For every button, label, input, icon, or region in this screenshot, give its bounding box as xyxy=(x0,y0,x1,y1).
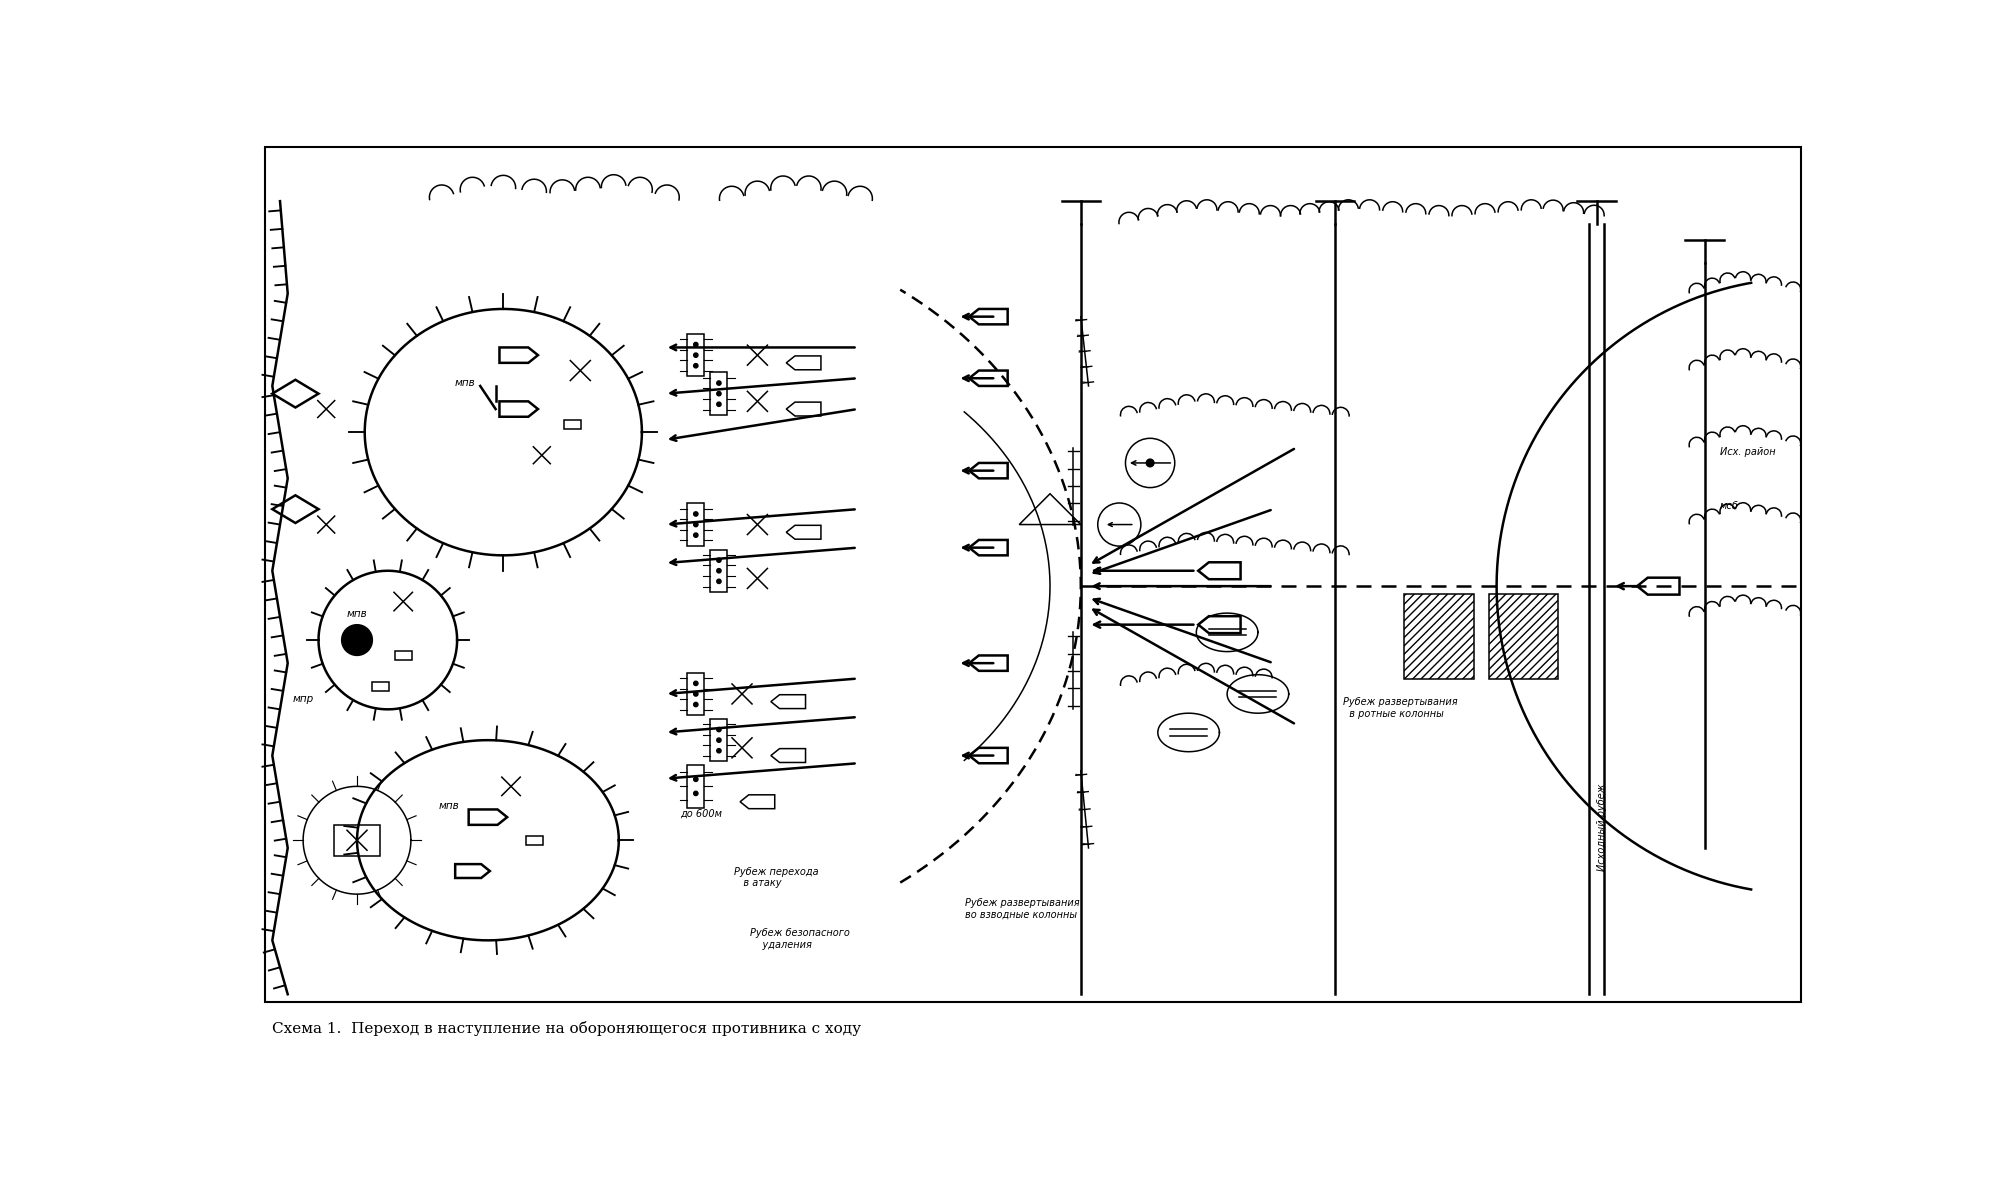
Bar xyxy=(687,503,705,546)
Text: мпв: мпв xyxy=(455,378,475,388)
Circle shape xyxy=(717,728,721,731)
Bar xyxy=(526,835,542,845)
Text: Исх. район: Исх. район xyxy=(1720,447,1774,458)
Bar xyxy=(711,719,727,761)
Circle shape xyxy=(717,381,721,385)
Text: Рубеж перехода
   в атаку: Рубеж перехода в атаку xyxy=(733,866,818,888)
Circle shape xyxy=(717,569,721,572)
Text: Исходный рубеж: Исходный рубеж xyxy=(1595,784,1605,871)
Circle shape xyxy=(693,703,697,706)
Text: мпв: мпв xyxy=(346,609,367,619)
Circle shape xyxy=(693,533,697,538)
Circle shape xyxy=(693,363,697,368)
Bar xyxy=(1404,594,1472,679)
Circle shape xyxy=(693,791,697,796)
Circle shape xyxy=(693,343,697,347)
Circle shape xyxy=(693,511,697,516)
Text: Рубеж развертывания
во взводные колонны: Рубеж развертывания во взводные колонны xyxy=(965,897,1080,919)
Bar xyxy=(687,765,705,808)
Bar xyxy=(711,550,727,592)
Text: Рубеж развертывания
  в ротные колонны: Рубеж развертывания в ротные колонны xyxy=(1341,698,1456,719)
Circle shape xyxy=(693,777,697,782)
Circle shape xyxy=(693,522,697,527)
Bar xyxy=(687,673,705,715)
Text: до 600м: до 600м xyxy=(681,809,723,819)
Circle shape xyxy=(717,392,721,396)
Bar xyxy=(1488,594,1557,679)
Circle shape xyxy=(717,748,721,753)
Bar xyxy=(395,651,411,660)
Circle shape xyxy=(717,402,721,406)
Bar xyxy=(371,681,389,691)
Text: мпр: мпр xyxy=(292,693,314,704)
Circle shape xyxy=(717,580,721,583)
Text: Схема 1.  Переход в наступление на обороняющегося противника с ходу: Схема 1. Переход в наступление на оборон… xyxy=(272,1022,862,1036)
Circle shape xyxy=(717,739,721,742)
Text: мпв: мпв xyxy=(439,802,459,811)
Bar xyxy=(564,419,580,429)
Circle shape xyxy=(693,353,697,357)
Circle shape xyxy=(1146,459,1154,467)
Circle shape xyxy=(717,558,721,563)
Circle shape xyxy=(693,681,697,686)
Circle shape xyxy=(693,692,697,697)
Bar xyxy=(711,373,727,415)
Text: Рубеж безопасного
    удаления: Рубеж безопасного удаления xyxy=(749,929,850,950)
Bar xyxy=(334,825,381,856)
Circle shape xyxy=(342,625,373,655)
Text: мсб: мсб xyxy=(1720,501,1738,511)
Bar xyxy=(687,333,705,376)
